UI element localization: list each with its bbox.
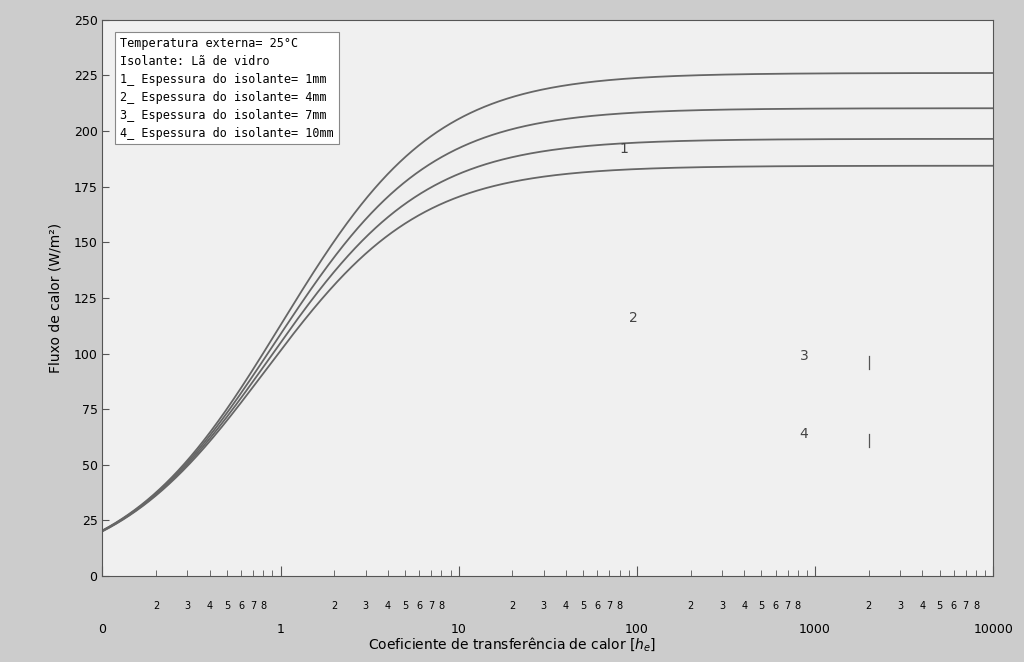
Text: 8: 8 [616,601,623,611]
Text: 4: 4 [207,601,213,611]
Text: 6: 6 [238,601,244,611]
Text: 2: 2 [629,311,638,325]
Text: 2: 2 [153,601,159,611]
Text: 3: 3 [800,349,809,363]
Text: 4: 4 [563,601,569,611]
Text: 7: 7 [606,601,612,611]
Text: 4: 4 [741,601,748,611]
Text: 5: 5 [937,601,943,611]
Text: 3: 3 [184,601,190,611]
Text: 7: 7 [784,601,791,611]
Text: 3: 3 [719,601,725,611]
Text: 3: 3 [362,601,369,611]
Text: 7: 7 [250,601,256,611]
Text: 8: 8 [795,601,801,611]
Text: 5: 5 [402,601,409,611]
Text: 3: 3 [897,601,903,611]
Text: 8: 8 [260,601,266,611]
Text: Temperatura externa= 25°C
Isolante: Lã de vidro
1_ Espessura do isolante= 1mm
2_: Temperatura externa= 25°C Isolante: Lã d… [120,36,334,140]
Text: Coeficiente de transferência de calor $[h_e]$: Coeficiente de transferência de calor $[… [368,636,656,653]
Text: 0: 0 [98,623,106,636]
Text: 2: 2 [331,601,337,611]
Text: 7: 7 [963,601,969,611]
Text: 6: 6 [594,601,600,611]
Text: 2: 2 [687,601,693,611]
Text: 8: 8 [438,601,444,611]
Text: 5: 5 [581,601,587,611]
Text: 10000: 10000 [974,623,1013,636]
Text: 6: 6 [416,601,422,611]
Y-axis label: Fluxo de calor (W/m²): Fluxo de calor (W/m²) [48,223,62,373]
Text: 6: 6 [772,601,778,611]
Text: 1: 1 [620,142,629,156]
Text: 2: 2 [509,601,515,611]
Text: 6: 6 [950,601,956,611]
Text: 4: 4 [920,601,926,611]
Text: 1000: 1000 [799,623,831,636]
Text: 7: 7 [428,601,434,611]
Text: 4: 4 [385,601,391,611]
Text: 10: 10 [451,623,467,636]
Text: 1: 1 [276,623,285,636]
Text: 2: 2 [865,601,871,611]
Text: 100: 100 [625,623,649,636]
Text: 3: 3 [541,601,547,611]
Text: 5: 5 [759,601,765,611]
Text: 5: 5 [224,601,230,611]
Text: 8: 8 [973,601,979,611]
Text: 4: 4 [800,426,809,441]
